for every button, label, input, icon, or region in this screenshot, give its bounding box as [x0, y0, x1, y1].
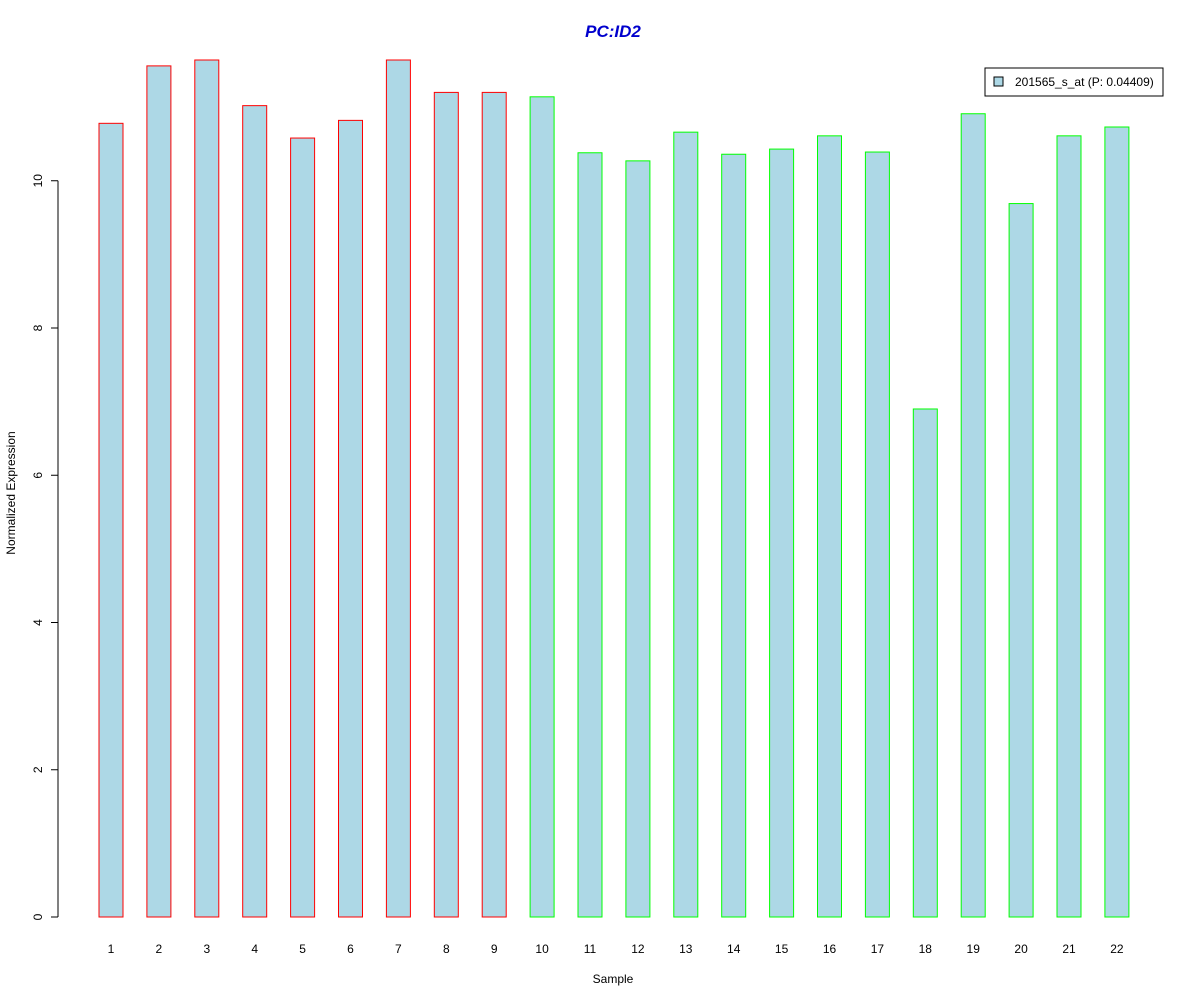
bar-sample-6: [338, 119, 363, 918]
bar-sample-18: [912, 408, 938, 918]
bar-sample-9: [481, 91, 507, 918]
chart-title: PC:ID2: [585, 22, 641, 41]
bar-sample-19: [960, 113, 986, 918]
x-tick-label: 3: [203, 942, 210, 956]
y-axis: 0 2 4 6 8 10: [31, 174, 59, 920]
bar-sample-3: [194, 59, 220, 918]
bar-sample-22: [1104, 126, 1130, 918]
y-tick-label: 8: [31, 324, 45, 331]
x-tick-label: 9: [491, 942, 498, 956]
bar-sample-2: [146, 65, 172, 918]
bar-sample-11: [577, 152, 603, 918]
x-tick-label: 7: [395, 942, 402, 956]
x-axis-title: Sample: [593, 972, 634, 986]
legend: 201565_s_at (P: 0.04409): [984, 67, 1164, 97]
bar-sample-5: [290, 137, 316, 918]
legend-box: [984, 67, 1164, 97]
x-tick-label: 21: [1062, 942, 1076, 956]
bar-sample-4: [242, 105, 268, 918]
y-tick-label: 0: [31, 913, 45, 920]
y-axis-title: Normalized Expression: [4, 431, 18, 554]
x-tick-label: 22: [1110, 942, 1124, 956]
x-tick-label: 19: [967, 942, 981, 956]
x-tick-label: 8: [443, 942, 450, 956]
bar-sample-10: [529, 96, 555, 918]
x-tick-label: 10: [535, 942, 549, 956]
x-tick-label: 14: [727, 942, 741, 956]
bar-sample-1: [98, 122, 124, 918]
bars-group: [98, 59, 1130, 918]
x-tick-label: 18: [919, 942, 933, 956]
x-tick-label: 4: [251, 942, 258, 956]
bar-sample-16: [817, 135, 842, 918]
bar-sample-13: [673, 131, 699, 918]
y-tick-label: 4: [31, 619, 45, 626]
y-tick-label: 6: [31, 472, 45, 479]
bar-sample-21: [1056, 135, 1082, 918]
x-tick-label: 17: [871, 942, 885, 956]
x-tick-labels: 1 2 3 4 5 6 7 8 9 10 11 12 13 14 15 16 17 18 19 20 21 22: [108, 942, 1124, 956]
x-tick-label: 2: [156, 942, 163, 956]
x-tick-label: 5: [299, 942, 306, 956]
x-tick-label: 13: [679, 942, 693, 956]
bar-sample-12: [625, 160, 651, 918]
x-tick-label: 11: [584, 942, 597, 956]
bar-sample-15: [769, 148, 795, 918]
x-tick-label: 20: [1014, 942, 1028, 956]
bar-sample-20: [1008, 203, 1034, 918]
bar-sample-17: [864, 151, 890, 918]
legend-label: 201565_s_at (P: 0.04409): [1015, 75, 1154, 89]
bar-sample-14: [721, 153, 747, 918]
x-tick-label: 6: [347, 942, 354, 956]
bar-sample-8: [433, 91, 459, 918]
legend-swatch: [993, 76, 1004, 87]
x-tick-label: 1: [108, 942, 115, 956]
y-tick-label: 10: [31, 174, 45, 188]
y-tick-label: 2: [31, 766, 45, 773]
x-tick-label: 16: [823, 942, 837, 956]
x-tick-label: 12: [631, 942, 645, 956]
x-tick-label: 15: [775, 942, 789, 956]
bar-sample-7: [385, 59, 411, 918]
